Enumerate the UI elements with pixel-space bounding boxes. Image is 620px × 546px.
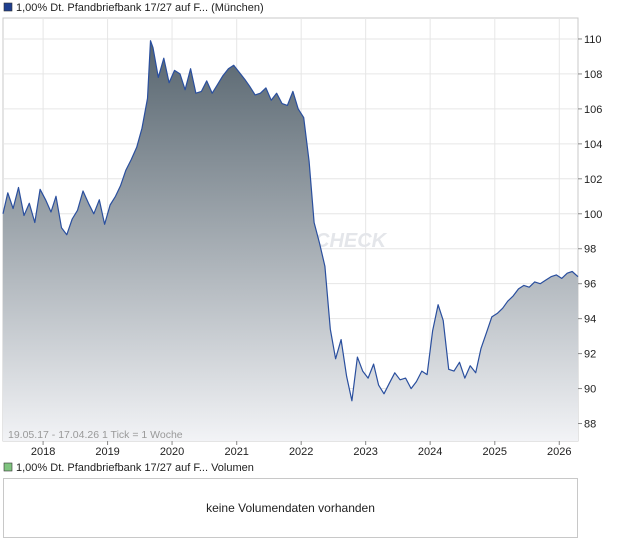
x-tick-label: 2025 [483, 446, 507, 458]
y-axis-ticks: 88 90 92 94 96 98 100 102 104 106 108 110 [578, 34, 602, 431]
y-tick-label: 102 [584, 174, 602, 186]
x-tick-label: 2020 [160, 446, 184, 458]
x-axis-ticks: 2018 2019 2020 2021 2022 2023 2024 2025 2026 [31, 441, 572, 458]
watermark: CHECK [315, 230, 388, 252]
price-area [2, 40, 579, 441]
volume-legend-label: 1,00% Dt. Pfandbriefbank 17/27 auf F... … [16, 462, 254, 474]
y-tick-label: 106 [584, 104, 602, 116]
y-tick-label: 96 [584, 279, 596, 291]
x-tick-label: 2019 [95, 446, 119, 458]
volume-panel: keine Volumendaten vorhanden [3, 478, 578, 538]
y-tick-label: 92 [584, 349, 596, 361]
x-tick-label: 2021 [224, 446, 248, 458]
y-tick-label: 90 [584, 384, 596, 396]
volume-empty-message: keine Volumendaten vorhanden [206, 501, 375, 515]
x-tick-label: 2018 [31, 446, 55, 458]
y-tick-label: 100 [584, 209, 602, 221]
x-tick-label: 2022 [289, 446, 313, 458]
volume-legend-swatch [3, 462, 13, 472]
y-tick-label: 104 [584, 139, 602, 151]
range-note: 19.05.17 - 17.04.26 1 Tick = 1 Woche [8, 429, 183, 441]
y-tick-label: 98 [584, 244, 596, 256]
y-tick-label: 94 [584, 314, 596, 326]
x-tick-label: 2024 [418, 446, 442, 458]
price-area-fill [3, 40, 578, 441]
y-tick-label: 88 [584, 419, 596, 431]
x-tick-label: 2023 [353, 446, 377, 458]
x-tick-label: 2026 [547, 446, 571, 458]
price-series-line [2, 40, 579, 402]
y-tick-label: 110 [584, 34, 602, 46]
price-legend-label: 1,00% Dt. Pfandbriefbank 17/27 auf F... … [16, 2, 264, 14]
y-tick-label: 108 [584, 69, 602, 81]
price-legend-swatch [3, 2, 13, 12]
